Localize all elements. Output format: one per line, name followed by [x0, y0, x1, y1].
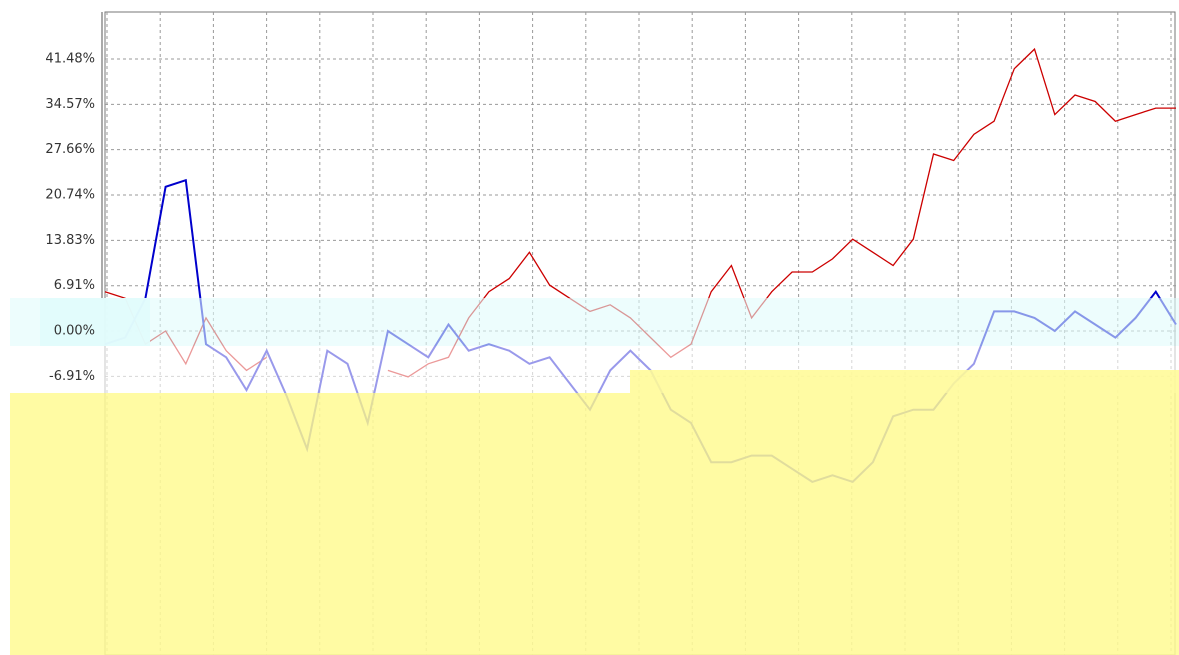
overlay-yellow-top: [630, 370, 1179, 393]
y-tick-label: 20.74%: [45, 188, 95, 203]
y-tick-label: 13.83%: [45, 233, 95, 248]
y-tick-label: 0.00%: [54, 324, 95, 339]
y-tick-label: 6.91%: [54, 278, 95, 293]
y-tick-label: -6.91%: [49, 369, 95, 384]
y-tick-label: 41.48%: [45, 52, 95, 67]
y-tick-label: 27.66%: [45, 142, 95, 157]
overlay-cyan: [10, 298, 1179, 346]
chart: -6.91% 0.00% 6.91% 13.83% 20.74% 27.66% 34.57%…: [0, 0, 1179, 655]
overlay-cyan-left: [40, 298, 150, 346]
y-tick-label: 34.57%: [45, 97, 95, 112]
overlay-yellow: [10, 393, 1179, 655]
page: -6.91% 0.00% 6.91% 13.83% 20.74% 27.66% 34.57%…: [0, 0, 1179, 655]
